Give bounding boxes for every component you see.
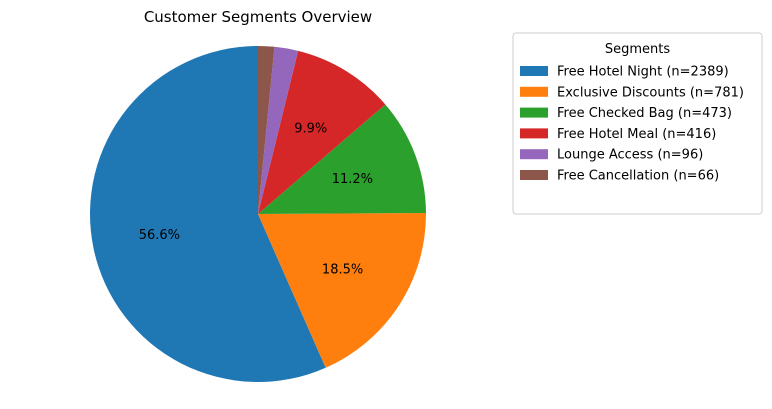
legend-swatch-4	[520, 149, 548, 160]
legend-swatch-5	[520, 170, 548, 180]
legend-swatch-0	[520, 66, 548, 76]
legend-swatch-1	[520, 86, 548, 97]
slice-pct-label-1: 18.5%	[322, 262, 363, 277]
legend-label-4: Lounge Access (n=96)	[557, 148, 703, 163]
legend: Segments Free Hotel Night (n=2389) Exclus…	[512, 32, 763, 215]
legend-label-3: Free Hotel Meal (n=416)	[557, 127, 716, 142]
pie-slice-4	[258, 46, 299, 215]
legend-swatch-3	[520, 128, 548, 139]
slice-pct-label-2: 11.2%	[332, 172, 373, 187]
pie-slice-2	[258, 104, 426, 214]
pie-slice-5	[258, 46, 275, 214]
legend-swatch-2	[520, 107, 548, 118]
legend-label-2: Free Checked Bag (n=473)	[557, 106, 732, 121]
legend-items: Free Hotel Night (n=2389) Exclusive Disco…	[520, 65, 744, 184]
chart-title: Customer Segments Overview	[144, 8, 372, 26]
legend-frame	[512, 32, 763, 215]
pie-slice-3	[258, 50, 386, 214]
pie-slice-1	[258, 212, 427, 368]
legend-label-0: Free Hotel Night (n=2389)	[557, 65, 729, 80]
pie-slice-labels: 56.6% 18.5% 11.2% 9.9%	[139, 122, 373, 278]
slice-pct-label-3: 9.9%	[294, 122, 327, 137]
pie-slice-0	[90, 46, 326, 382]
slice-pct-label-0: 56.6%	[139, 228, 180, 243]
pie-slices	[90, 46, 427, 382]
legend-label-1: Exclusive Discounts (n=781)	[557, 85, 744, 100]
legend-title: Segments	[605, 42, 671, 57]
legend-label-5: Free Cancellation (n=66)	[557, 169, 719, 184]
